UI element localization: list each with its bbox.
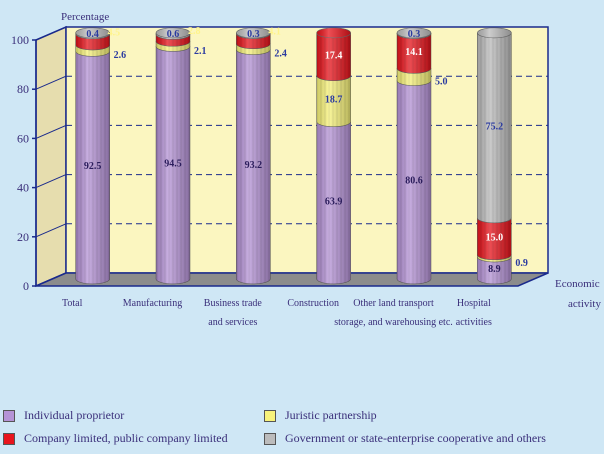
back-wall: [65, 26, 549, 274]
y-axis-title: Percentage: [61, 11, 109, 23]
grid-diagonal: [35, 174, 67, 189]
grid-diagonal: [35, 75, 67, 90]
legend: Individual proprietor Juristic partnersh…: [0, 400, 604, 454]
legend-swatch-juristic-partnership: [264, 409, 276, 422]
x-tick-label-line: Manufacturing: [123, 298, 182, 309]
x-tick-label: Other land transport storage, and warehou…: [334, 298, 453, 328]
bar-group: [155, 27, 191, 285]
data-label: 94.5: [164, 159, 182, 170]
left-wall: [35, 25, 67, 288]
x-tick-label-line: Construction: [287, 298, 339, 309]
bar-top-cap-shade: [236, 27, 271, 38]
x-tick-label-line: Total: [62, 298, 83, 309]
legend-item-juristic-partnership: Juristic partnership: [264, 408, 377, 423]
x-tick-label: Business trade and services: [204, 298, 263, 328]
bar-top-cap-shade: [156, 27, 190, 38]
bar-segment-shade: [75, 51, 110, 284]
legend-item-government: Government or state-enterprise cooperati…: [264, 431, 546, 446]
x-tick-label-line: Other land transport: [353, 298, 434, 309]
bar-group: [236, 27, 271, 285]
legend-item-company-limited: Company limited, public company limited: [3, 431, 228, 446]
data-label: 0.9: [515, 258, 528, 269]
bar-top-cap-shade: [477, 27, 512, 38]
bar-segment-shade: [477, 217, 512, 260]
bar-segment-shade: [397, 33, 431, 74]
bar-segment-shade: [477, 32, 512, 223]
legend-label-juristic-partnership: Juristic partnership: [285, 408, 377, 422]
x-axis-title: Economic activity: [555, 278, 601, 310]
data-label: 2.6: [114, 50, 127, 61]
x-axis-title-line: Economic: [555, 278, 600, 290]
x-tick-label-line: storage, and warehousing etc.: [334, 317, 453, 328]
y-tick-label: 100: [11, 33, 29, 47]
bar-segment-shade: [236, 49, 271, 284]
data-label: 4.5: [108, 27, 121, 38]
y-tick-label: 60: [17, 131, 29, 145]
data-label: 93.2: [245, 160, 263, 171]
x-tick-label-line: Business trade: [204, 298, 263, 309]
data-label: 80.6: [405, 176, 423, 187]
data-label: 0.3: [247, 29, 260, 40]
bar-group: [396, 27, 432, 285]
data-label: 17.4: [325, 50, 343, 61]
x-tick-label-line: activities: [456, 317, 492, 328]
bar-group: [477, 27, 512, 285]
legend-swatch-government: [264, 432, 276, 445]
legend-swatch-company-limited: [3, 432, 15, 445]
data-label: 14.1: [405, 47, 423, 58]
data-label: 75.2: [486, 121, 504, 132]
grid-diagonal: [35, 124, 67, 139]
floor: [35, 272, 549, 287]
data-label: 2.8: [188, 26, 201, 37]
bar-top-cap-shade: [316, 27, 351, 38]
x-tick-label: Manufacturing: [123, 298, 182, 309]
data-label: 92.5: [84, 161, 102, 172]
x-tick-label-line: Hospital: [457, 298, 491, 309]
data-label: 15.0: [486, 232, 504, 243]
legend-item-individual-proprietor: Individual proprietor: [3, 408, 124, 423]
y-tick-label: 80: [17, 82, 29, 96]
bar-segment-shade: [316, 75, 351, 127]
bar-group: [316, 27, 351, 285]
x-tick-label: Hospital activities: [456, 298, 492, 328]
x-axis-title-line: activity: [568, 298, 601, 310]
legend-label-government: Government or state-enterprise cooperati…: [285, 431, 546, 445]
data-label: 4.1: [268, 27, 281, 38]
data-label: 0.4: [86, 29, 99, 40]
data-label: 5.0: [435, 76, 448, 87]
y-tick-label: 40: [17, 181, 29, 195]
x-tick-label-line: and services: [208, 317, 257, 328]
data-label: 0.3: [408, 29, 421, 40]
y-tick-label: 0: [23, 279, 29, 293]
grid-diagonal: [35, 223, 67, 238]
data-label: 18.7: [325, 95, 343, 106]
bar-group: [75, 27, 110, 285]
data-label: 8.9: [488, 264, 501, 275]
grid-diagonal: [35, 26, 67, 41]
bar-top-cap-shade: [75, 27, 110, 38]
x-tick-label: Total: [62, 298, 83, 309]
legend-label-individual-proprietor: Individual proprietor: [24, 408, 125, 422]
bar-segment-shade: [397, 80, 431, 284]
legend-label-company-limited: Company limited, public company limited: [24, 431, 228, 445]
bar-segment-shade: [316, 121, 351, 284]
x-tick-label: Construction: [287, 298, 339, 309]
bar-segment-shade: [477, 256, 512, 284]
data-label: 2.4: [274, 49, 287, 60]
bar-top-cap-shade: [397, 27, 431, 38]
bar-segment-shade: [316, 32, 351, 81]
data-label: 2.1: [194, 46, 207, 57]
data-label: 63.9: [325, 196, 343, 207]
bar-segment-shade: [156, 46, 190, 284]
legend-swatch-individual-proprietor: [3, 409, 15, 422]
data-label: 0.6: [167, 29, 180, 40]
y-tick-label: 20: [17, 230, 29, 244]
